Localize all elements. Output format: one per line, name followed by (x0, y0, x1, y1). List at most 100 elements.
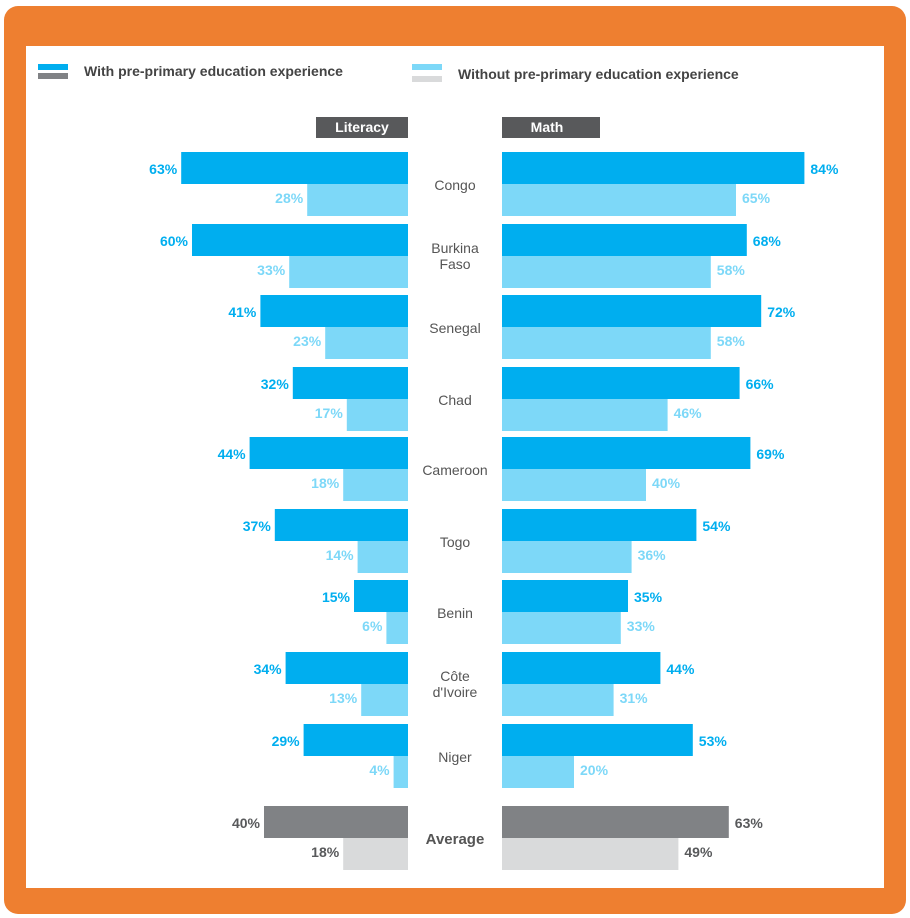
legend: With pre-primary education experience Wi… (38, 63, 739, 82)
label-literacy-with: 44% (218, 446, 247, 462)
bar-literacy-with (192, 224, 408, 256)
category-label: Senegal (429, 320, 480, 336)
label-math-with: 35% (634, 589, 663, 605)
literacy-title-bg (316, 117, 408, 138)
label-math-without: 33% (627, 618, 656, 634)
bar-math-with (502, 806, 729, 838)
category-label: Congo (434, 177, 475, 193)
category-label: Cameroon (422, 462, 487, 478)
label-math-without: 46% (674, 405, 703, 421)
bar-math-with (502, 652, 661, 684)
category-label: Average (426, 831, 485, 848)
bar-math-without (502, 399, 668, 431)
bar-literacy-without (346, 399, 408, 431)
legend-without-swatch-bottom (412, 76, 442, 82)
bars-layer: 63% 28% 84% 65% Congo 60% 33% 68% 58% BurkinaFaso… (149, 152, 839, 870)
bar-literacy-with (181, 152, 408, 184)
category-label: Niger (438, 749, 472, 765)
label-math-with: 54% (702, 518, 731, 534)
label-math-without: 58% (717, 333, 746, 349)
bar-math-without (502, 684, 614, 716)
label-literacy-without: 18% (311, 844, 340, 860)
bar-math-without (502, 469, 646, 501)
bar-literacy-with (264, 806, 408, 838)
legend-with-swatch-bottom (38, 73, 68, 79)
label-literacy-with: 41% (228, 304, 257, 320)
bar-literacy-with (260, 295, 408, 327)
bar-literacy-without (386, 612, 408, 644)
label-math-with: 84% (810, 161, 839, 177)
bar-math-without (502, 612, 621, 644)
bar-math-with (502, 152, 805, 184)
category-label: Benin (437, 605, 473, 621)
bar-literacy-with (354, 580, 408, 612)
bar-math-without (502, 756, 574, 788)
label-literacy-with: 63% (149, 161, 178, 177)
label-math-with: 68% (753, 233, 782, 249)
bar-math-without (502, 184, 736, 216)
label-math-without: 20% (580, 762, 609, 778)
label-math-with: 44% (666, 661, 695, 677)
label-math-with: 66% (746, 376, 775, 392)
category-label: Burkina (431, 240, 479, 256)
label-literacy-with: 60% (160, 233, 189, 249)
label-literacy-without: 33% (257, 262, 286, 278)
bar-literacy-with (303, 724, 408, 756)
bar-math-with (502, 437, 751, 469)
bar-literacy-without (361, 684, 408, 716)
bar-literacy-without (343, 469, 408, 501)
label-math-without: 40% (652, 475, 681, 491)
label-literacy-with: 34% (254, 661, 283, 677)
label-literacy-without: 13% (329, 690, 358, 706)
bar-literacy-with (292, 367, 408, 399)
legend-with-label: With pre-primary education experience (84, 63, 343, 79)
label-literacy-without: 23% (293, 333, 322, 349)
label-literacy-with: 37% (243, 518, 272, 534)
literacy-title: Literacy (335, 119, 389, 135)
category-label: Côte (440, 668, 470, 684)
label-literacy-without: 14% (326, 547, 355, 563)
label-math-with: 72% (767, 304, 796, 320)
bar-math-with (502, 367, 740, 399)
label-literacy-without: 6% (362, 618, 383, 634)
bar-literacy-with (249, 437, 408, 469)
label-literacy-without: 18% (311, 475, 340, 491)
label-math-without: 65% (742, 190, 771, 206)
bar-literacy-with (274, 509, 408, 541)
bar-literacy-without (357, 541, 408, 573)
label-math-with: 53% (699, 733, 728, 749)
label-literacy-with: 40% (232, 815, 261, 831)
bar-math-without (502, 541, 632, 573)
category-label: Togo (440, 534, 471, 550)
bar-math-without (502, 838, 679, 870)
legend-with-swatch-top (38, 64, 68, 70)
bar-literacy-without (307, 184, 408, 216)
bar-math-with (502, 295, 762, 327)
label-math-without: 36% (638, 547, 667, 563)
math-title: Math (531, 119, 564, 135)
bar-literacy-without (325, 327, 408, 359)
label-math-without: 31% (620, 690, 649, 706)
bar-math-with (502, 580, 628, 612)
label-literacy-with: 15% (322, 589, 351, 605)
label-literacy-without: 4% (369, 762, 390, 778)
bar-math-without (502, 327, 711, 359)
bar-math-without (502, 256, 711, 288)
legend-without-label: Without pre-primary education experience (458, 66, 739, 82)
math-title-bg (502, 117, 600, 138)
category-label: d'Ivoire (433, 684, 478, 700)
category-label: Chad (438, 392, 471, 408)
bar-literacy-without (289, 256, 408, 288)
legend-without-swatch-top (412, 64, 442, 70)
label-math-with: 63% (735, 815, 764, 831)
label-literacy-without: 28% (275, 190, 304, 206)
bar-literacy-without (393, 756, 408, 788)
bar-literacy-without (343, 838, 408, 870)
bar-math-with (502, 224, 747, 256)
label-math-with: 69% (756, 446, 785, 462)
bar-literacy-with (285, 652, 408, 684)
label-literacy-with: 32% (261, 376, 290, 392)
category-label: Faso (439, 256, 470, 272)
bar-math-with (502, 509, 697, 541)
